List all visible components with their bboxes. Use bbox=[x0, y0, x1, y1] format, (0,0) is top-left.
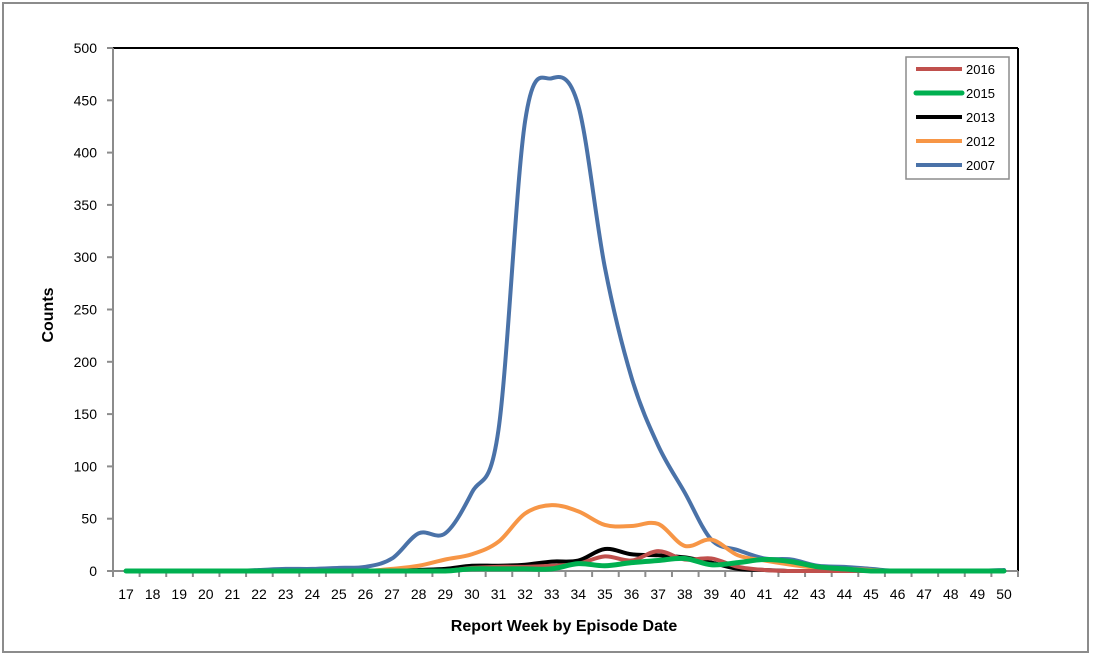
plot-area bbox=[113, 47, 1019, 571]
x-tick-label: 47 bbox=[916, 586, 932, 602]
x-tick-label: 41 bbox=[757, 586, 773, 602]
x-tick-label: 29 bbox=[437, 586, 453, 602]
y-tick-label: 300 bbox=[74, 249, 98, 265]
x-tick-label: 36 bbox=[624, 586, 640, 602]
x-tick-label: 25 bbox=[331, 586, 347, 602]
x-tick-label: 31 bbox=[491, 586, 507, 602]
x-tick-label: 20 bbox=[198, 586, 214, 602]
x-axis: 17 18 19 20 21 22 23 24 25 26 27 28 29 30 31 32 33 34 35 36… bbox=[112, 570, 1019, 602]
y-tick-label: 100 bbox=[74, 458, 98, 474]
x-tick-label: 37 bbox=[650, 586, 666, 602]
x-tick-label: 33 bbox=[544, 586, 560, 602]
x-tick-label: 38 bbox=[677, 586, 693, 602]
y-tick-label: 500 bbox=[74, 40, 98, 56]
x-tick-label: 26 bbox=[358, 586, 374, 602]
y-axis-title: Counts bbox=[40, 287, 57, 342]
x-tick-label: 32 bbox=[517, 586, 533, 602]
x-tick-label: 44 bbox=[837, 586, 853, 602]
y-tick-label: 350 bbox=[74, 197, 98, 213]
x-tick-label: 39 bbox=[704, 586, 720, 602]
y-tick-label: 0 bbox=[89, 563, 97, 579]
x-tick-label: 28 bbox=[411, 586, 427, 602]
x-tick-label: 18 bbox=[145, 586, 161, 602]
series-line-2007 bbox=[124, 75, 1006, 574]
x-tick-label: 42 bbox=[783, 586, 799, 602]
y-tick-label: 400 bbox=[74, 145, 98, 161]
y-tick-label: 250 bbox=[74, 302, 98, 318]
legend-label-2012: 2012 bbox=[966, 134, 995, 149]
x-tick-label: 24 bbox=[304, 586, 320, 602]
x-tick-label: 50 bbox=[996, 586, 1012, 602]
series-line-2015 bbox=[123, 555, 1007, 574]
x-tick-label: 46 bbox=[890, 586, 906, 602]
x-tick-label: 23 bbox=[278, 586, 294, 602]
x-tick-label: 34 bbox=[571, 586, 587, 602]
y-tick-label: 200 bbox=[74, 354, 98, 370]
x-tick-label: 19 bbox=[171, 586, 187, 602]
x-tick-label: 49 bbox=[970, 586, 986, 602]
legend: 2016 2015 2013 2012 2007 bbox=[905, 56, 1010, 180]
x-tick-label: 45 bbox=[863, 586, 879, 602]
y-tick-label: 450 bbox=[74, 92, 98, 108]
y-tick-label: 50 bbox=[81, 511, 97, 527]
legend-label-2015: 2015 bbox=[966, 86, 995, 101]
x-tick-label: 21 bbox=[225, 586, 241, 602]
legend-label-2007: 2007 bbox=[966, 158, 995, 173]
x-tick-label: 17 bbox=[118, 586, 134, 602]
y-axis: 0 50 100 150 200 250 300 350 400 450 500 bbox=[74, 40, 114, 579]
x-tick-label: 35 bbox=[597, 586, 613, 602]
legend-label-2016: 2016 bbox=[966, 62, 995, 77]
legend-label-2013: 2013 bbox=[966, 110, 995, 125]
y-tick-label: 150 bbox=[74, 406, 98, 422]
series-lines bbox=[123, 75, 1007, 574]
x-tick-label: 48 bbox=[943, 586, 959, 602]
x-tick-label: 40 bbox=[730, 586, 746, 602]
x-axis-title: Report Week by Episode Date bbox=[451, 618, 678, 635]
x-tick-label: 43 bbox=[810, 586, 826, 602]
x-tick-label: 22 bbox=[251, 586, 267, 602]
x-tick-label: 30 bbox=[464, 586, 480, 602]
x-tick-label: 27 bbox=[384, 586, 400, 602]
